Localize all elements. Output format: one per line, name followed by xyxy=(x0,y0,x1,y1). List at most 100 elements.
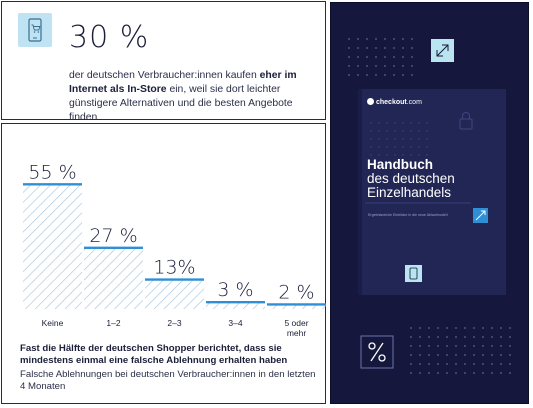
pattern-dot xyxy=(473,363,475,365)
pattern-dot xyxy=(482,363,484,365)
pattern-dot xyxy=(357,38,359,40)
pattern-dot xyxy=(393,38,395,40)
data-label-1: 27 % xyxy=(89,225,137,247)
pattern-dot xyxy=(348,65,350,67)
tick-label-0: Keine xyxy=(42,318,64,328)
pattern-dot xyxy=(446,354,448,356)
pattern-dot xyxy=(464,372,466,374)
pattern-dot xyxy=(402,74,404,76)
pattern-dot xyxy=(428,354,430,356)
pattern-dot xyxy=(428,336,430,338)
data-label-3: 3 % xyxy=(217,279,253,301)
pattern-dot xyxy=(482,354,484,356)
pattern-dot xyxy=(419,345,421,347)
pattern-dot xyxy=(491,336,493,338)
bar-2 xyxy=(145,279,204,309)
stat-panel: 30 % der deutschen Verbraucher:innen kau… xyxy=(1,1,326,123)
ebook-promo-panel[interactable]: checkout.com Handbuch des deutschen Einz… xyxy=(330,2,529,404)
pattern-dot xyxy=(384,65,386,67)
pattern-dot xyxy=(473,345,475,347)
pattern-dot xyxy=(357,47,359,49)
pattern-dot xyxy=(384,56,386,58)
pattern-dot xyxy=(370,138,372,140)
pattern-dot xyxy=(482,345,484,347)
pattern-dot xyxy=(428,327,430,329)
pattern-dot xyxy=(419,327,421,329)
pattern-dot xyxy=(411,47,413,49)
pattern-dot xyxy=(410,336,412,338)
pattern-dot xyxy=(464,336,466,338)
pattern-dot xyxy=(370,130,372,132)
bar-0 xyxy=(23,184,82,309)
pattern-dot xyxy=(500,327,502,329)
pattern-dot xyxy=(410,354,412,356)
data-label-4: 2 % xyxy=(278,281,314,303)
pattern-dot xyxy=(500,372,502,374)
pattern-dot xyxy=(394,138,396,140)
tick-label-4-0: 5 oder xyxy=(284,318,308,328)
pattern-dot xyxy=(464,327,466,329)
pattern-dot xyxy=(446,336,448,338)
pattern-dot xyxy=(386,130,388,132)
bar-1 xyxy=(84,247,143,309)
pattern-dot xyxy=(375,56,377,58)
pattern-dot xyxy=(402,138,404,140)
pattern-dot xyxy=(410,122,412,124)
pattern-dot xyxy=(482,372,484,374)
pattern-dot xyxy=(455,363,457,365)
pattern-dot xyxy=(464,363,466,365)
pattern-dot xyxy=(357,65,359,67)
pattern-dot xyxy=(509,354,511,356)
pattern-dot xyxy=(426,122,428,124)
stat-value: 30 % xyxy=(69,20,150,55)
pattern-dot xyxy=(386,122,388,124)
pattern-dot xyxy=(370,122,372,124)
pattern-dot xyxy=(446,372,448,374)
pattern-dot xyxy=(410,345,412,347)
pattern-dot xyxy=(410,130,412,132)
book-cover xyxy=(358,89,506,295)
bar-chart: 55 % Keine 27 % 1–2 13% 2–3 3 % 3–4 2 % 5 odermeh… xyxy=(23,161,326,338)
pattern-dot xyxy=(348,74,350,76)
pattern-dot xyxy=(402,38,404,40)
pattern-dot xyxy=(500,354,502,356)
expand-arrows-icon xyxy=(431,39,454,62)
pattern-dot xyxy=(464,345,466,347)
chart-panel: 55 % Keine 27 % 1–2 13% 2–3 3 % 3–4 2 % 5 oder meh… xyxy=(1,123,326,404)
pattern-dot xyxy=(386,154,388,156)
pattern-dot xyxy=(500,336,502,338)
data-label-0: 55 % xyxy=(28,161,76,183)
pattern-dot xyxy=(348,47,350,49)
pattern-dot xyxy=(410,327,412,329)
pattern-dot xyxy=(394,122,396,124)
pattern-dot xyxy=(410,363,412,365)
pattern-dot xyxy=(418,138,420,140)
pattern-dot xyxy=(426,146,428,148)
pattern-dot xyxy=(386,146,388,148)
pattern-dot xyxy=(446,363,448,365)
pattern-dot xyxy=(370,146,372,148)
pattern-dot xyxy=(428,363,430,365)
data-label-2: 13% xyxy=(153,257,195,279)
pattern-dot xyxy=(418,122,420,124)
pattern-dot xyxy=(378,130,380,132)
pattern-dot xyxy=(509,363,511,365)
pattern-dot xyxy=(402,56,404,58)
pattern-dot xyxy=(402,154,404,156)
stat-description: der deutschen Verbraucher:innen kaufen e… xyxy=(69,70,297,123)
pattern-dot xyxy=(402,122,404,124)
pattern-dot xyxy=(348,38,350,40)
pattern-dot xyxy=(437,345,439,347)
pattern-dot xyxy=(426,130,428,132)
tick-label-1: 1–2 xyxy=(106,318,120,328)
stat-emphasis: eher im Internet als In-Store xyxy=(69,70,297,95)
pattern-dot xyxy=(455,327,457,329)
pattern-dot xyxy=(393,47,395,49)
pattern-dot xyxy=(455,372,457,374)
pattern-dot xyxy=(418,146,420,148)
pattern-dot xyxy=(491,345,493,347)
pattern-dot xyxy=(491,372,493,374)
pattern-dot xyxy=(437,372,439,374)
pattern-dot xyxy=(393,56,395,58)
pattern-dot xyxy=(500,345,502,347)
